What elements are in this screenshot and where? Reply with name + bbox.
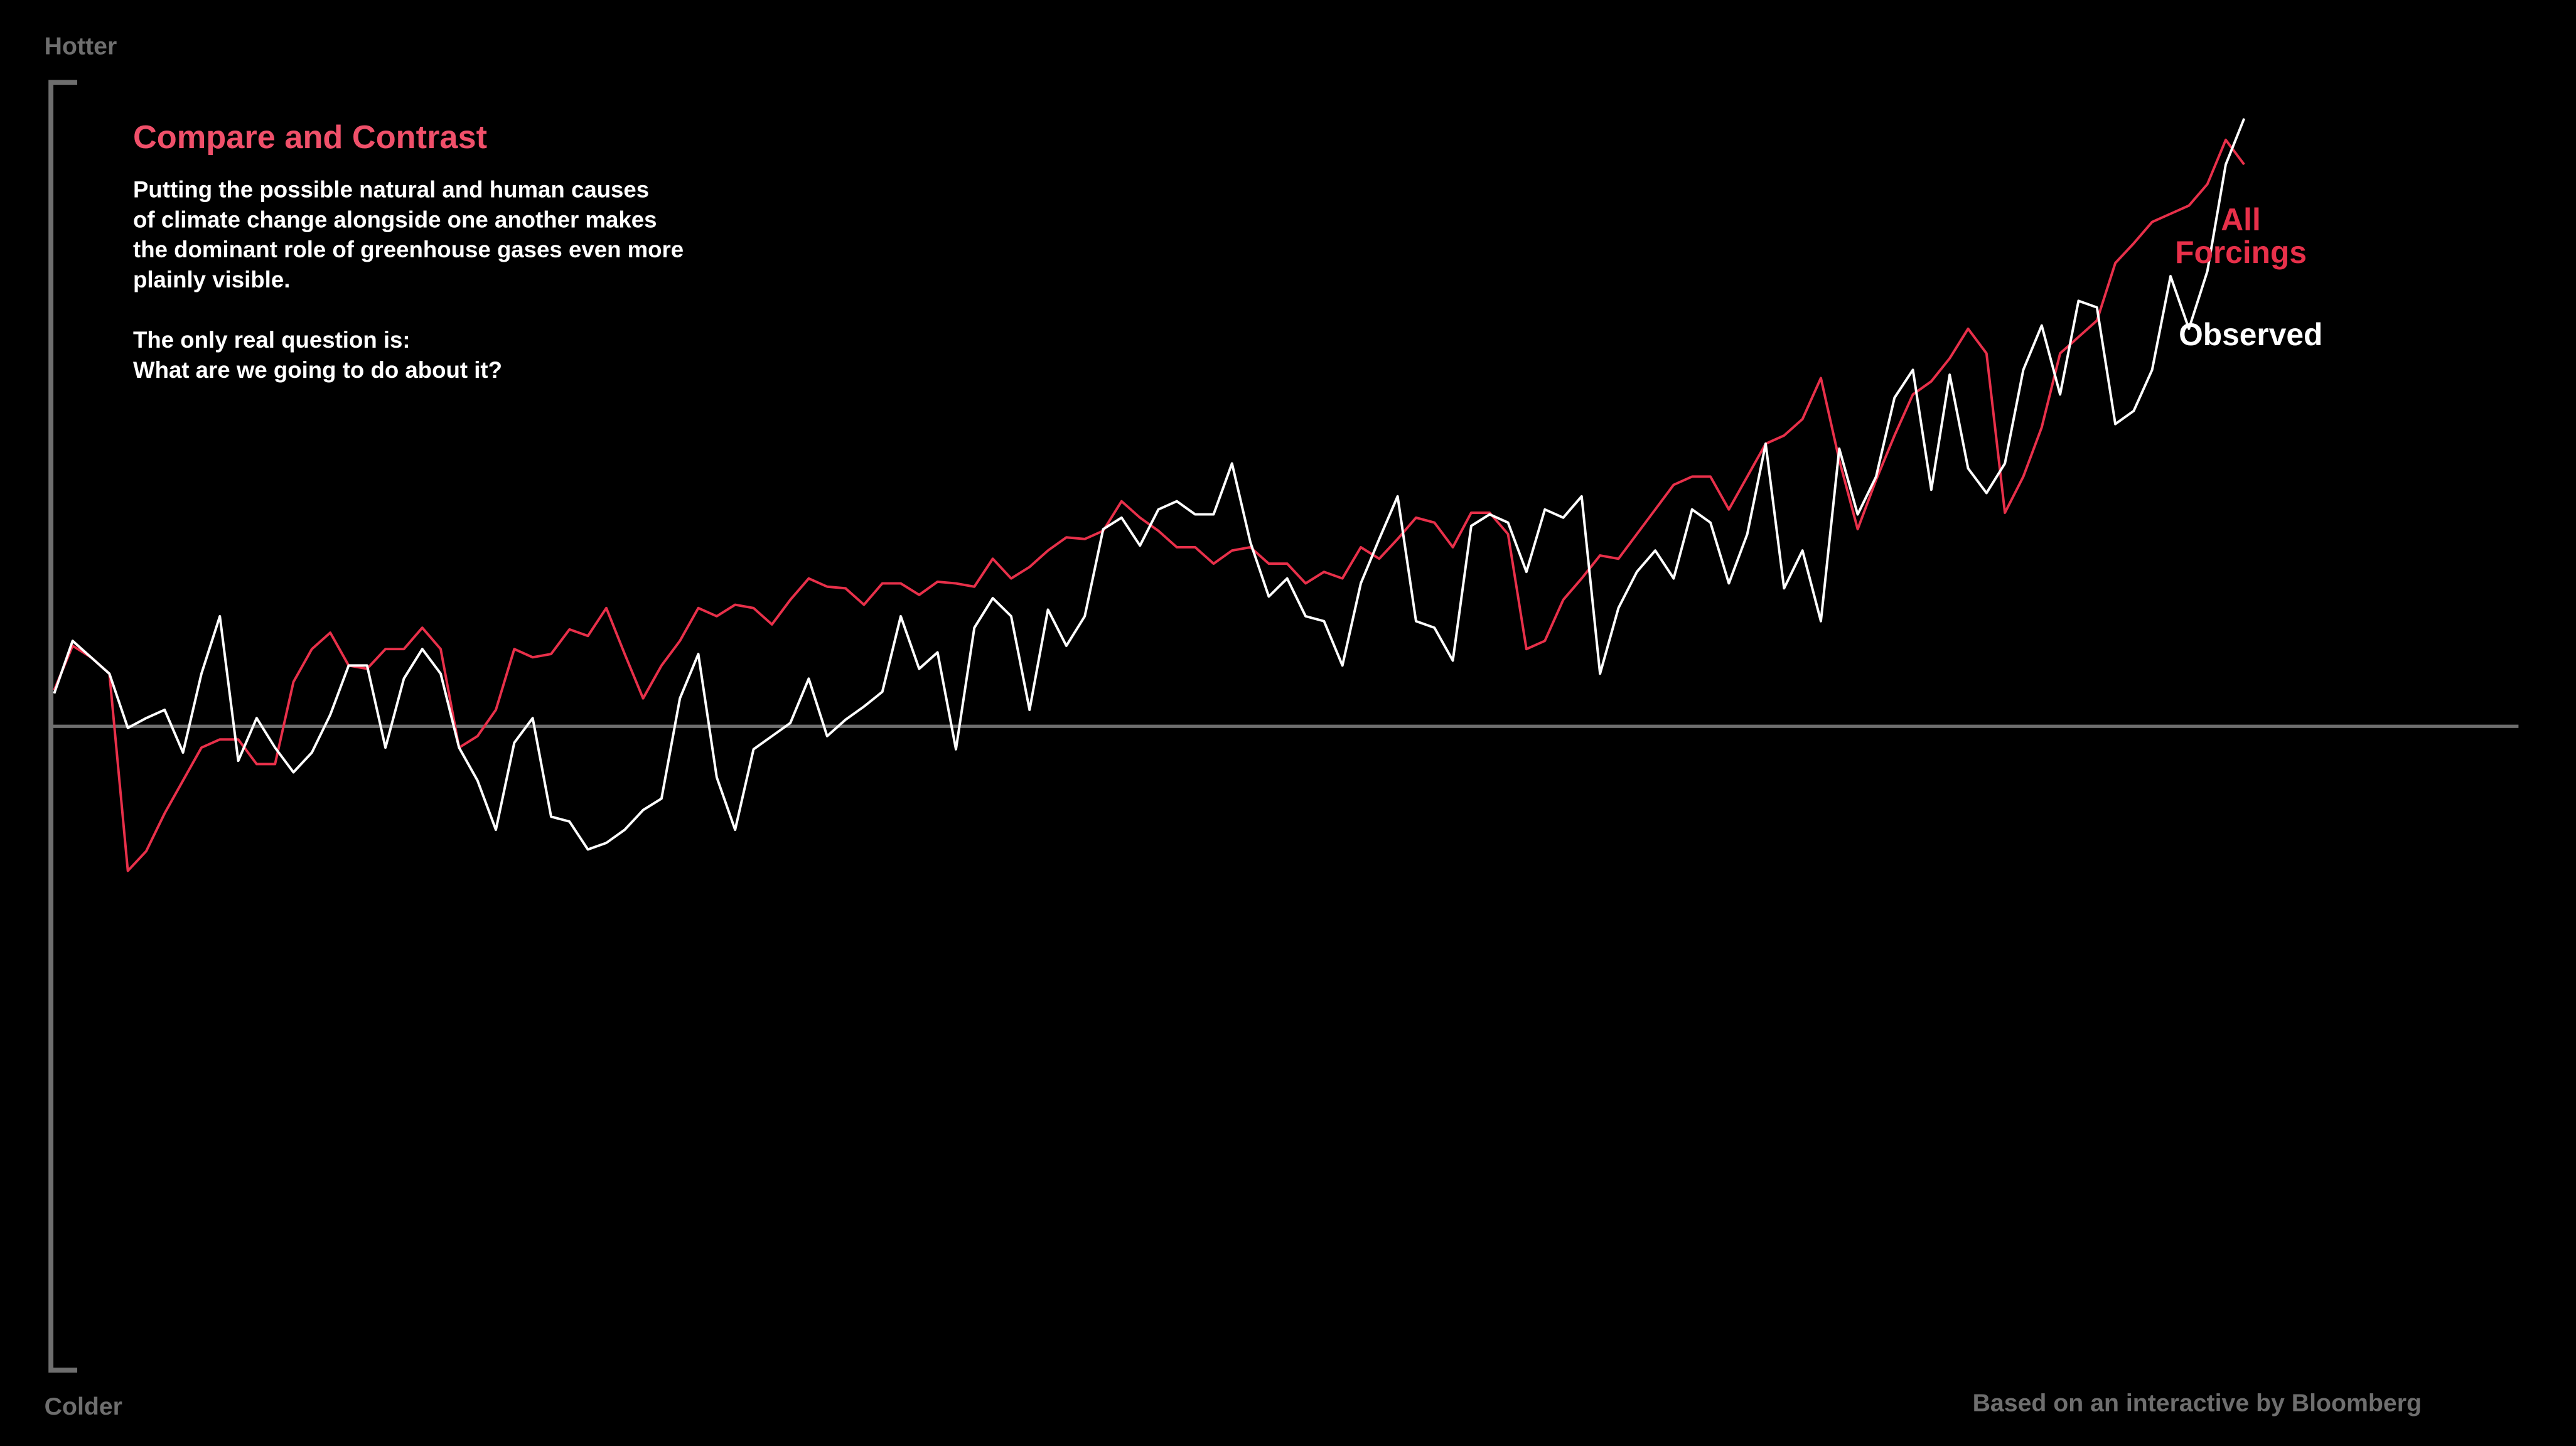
y-top-label: Hotter	[45, 33, 117, 60]
series-label-line: Forcings	[2175, 235, 2307, 270]
body-text: the dominant role of greenhouse gases ev…	[133, 237, 684, 262]
body-text: Putting the possible natural and human c…	[133, 176, 649, 202]
source: Based on an interactive by Bloomberg	[1973, 1390, 2422, 1417]
body-text: plainly visible.	[133, 267, 290, 292]
y-bottom-label: Colder	[45, 1393, 122, 1420]
chart-title: Compare and Contrast	[133, 119, 487, 156]
series-line	[53, 118, 2246, 851]
body-text: of climate change alongside one another …	[133, 206, 657, 232]
series-label: All Forcings	[2175, 202, 2307, 270]
series-label: Observed	[2179, 317, 2322, 352]
body-text: What are we going to do about it?	[133, 357, 502, 383]
series-label-line: All	[2221, 202, 2261, 237]
body-text: The only real question is:	[133, 327, 411, 353]
series-line	[53, 138, 2245, 872]
